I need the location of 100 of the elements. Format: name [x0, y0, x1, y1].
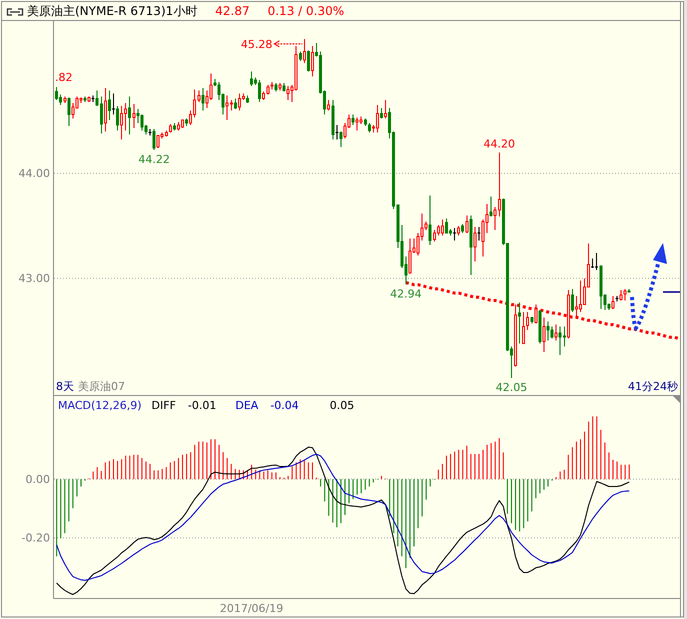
- candlestick: [302, 38, 306, 64]
- text: 0.13 / 0.30%: [268, 4, 344, 18]
- x-tick-label: 2017/06/19: [220, 602, 284, 615]
- candlestick: [380, 108, 384, 120]
- candlestick: [364, 118, 367, 127]
- candlestick: [594, 252, 599, 270]
- candlestick: [120, 106, 124, 140]
- candlestick: [334, 124, 339, 140]
- candlestick: [620, 289, 623, 301]
- candlestick: [286, 86, 290, 100]
- candlestick: [132, 103, 136, 129]
- annotation: -0.04: [270, 399, 299, 412]
- chart-title: MACD(12,26,9): [58, 399, 142, 412]
- candlestick: [530, 316, 534, 324]
- candlestick: [238, 92, 241, 111]
- candlestick: [570, 288, 574, 313]
- candlestick: [352, 114, 355, 126]
- candlestick: [476, 226, 481, 242]
- candlestick: [522, 312, 526, 344]
- y-tick-label: -0.20: [22, 532, 50, 545]
- candlestick: [310, 46, 314, 78]
- candlestick: [201, 88, 204, 111]
- candlestick: [376, 104, 379, 133]
- candlestick: [282, 82, 286, 92]
- candlestick: [526, 312, 530, 330]
- annotation: 0.05: [330, 399, 354, 412]
- candlestick: [534, 304, 538, 324]
- candlestick: [128, 96, 132, 135]
- candlestick: [368, 122, 371, 133]
- text: DEA: [235, 399, 259, 412]
- candlestick: [440, 219, 444, 236]
- candlestick: [542, 316, 546, 352]
- candlestick: [258, 79, 262, 102]
- candlestick: [176, 121, 180, 131]
- candlestick: [172, 122, 176, 131]
- candlestick: [164, 130, 168, 138]
- candlestick: [84, 96, 87, 102]
- annotation: 45.28: [240, 38, 272, 51]
- candlestick: [356, 117, 359, 131]
- y-tick-label: 0.00: [26, 473, 50, 486]
- candlestick: [339, 130, 342, 148]
- candlestick: [461, 223, 464, 234]
- candlestick: [306, 50, 310, 72]
- candlestick: [104, 88, 107, 132]
- candlestick: [452, 227, 457, 242]
- candlestick: [226, 95, 229, 120]
- candlestick: [408, 238, 412, 274]
- candlestick: [274, 82, 278, 92]
- annotation: 美原油07: [78, 380, 125, 393]
- candlestick: [473, 226, 476, 262]
- candlestick: [298, 50, 302, 62]
- candlestick: [490, 196, 493, 217]
- y-tick-label: 44.00: [18, 167, 50, 180]
- annotation: 44.22: [138, 153, 170, 166]
- annotation: 44.20: [484, 137, 516, 150]
- annotation: 41分24秒: [628, 380, 678, 393]
- candlestick: [628, 288, 631, 293]
- candlestick: [168, 123, 172, 133]
- candlestick: [156, 135, 160, 149]
- y-tick-label: 43.00: [18, 272, 50, 286]
- annotation: 42.05: [496, 381, 528, 394]
- candlestick: [63, 96, 66, 104]
- candlestick: [185, 118, 188, 127]
- candlestick: [246, 95, 249, 104]
- candlestick: [152, 128, 156, 151]
- candlestick: [111, 92, 116, 115]
- candlestick: [250, 70, 254, 87]
- candlestick: [615, 296, 620, 302]
- candlestick: [148, 128, 152, 136]
- candlestick: [546, 320, 550, 341]
- candlestick: [181, 119, 184, 129]
- candlestick: [327, 99, 330, 111]
- annotation: 42.94: [390, 288, 422, 301]
- annotation: -0.01: [188, 399, 216, 412]
- annotation: .82: [55, 71, 72, 84]
- candlestick: [278, 82, 282, 91]
- candlestick: [554, 324, 558, 341]
- candlestick: [558, 326, 562, 356]
- candlestick: [538, 309, 542, 344]
- candlestick: [108, 90, 111, 120]
- candlestick: [518, 302, 522, 344]
- candlestick: [599, 265, 602, 310]
- candlestick: [88, 96, 91, 102]
- candlestick: [384, 99, 388, 120]
- candlestick: [67, 97, 70, 127]
- candlestick: [469, 214, 472, 276]
- candlestick: [465, 214, 468, 234]
- candlestick: [331, 99, 334, 140]
- annotation: 8天: [56, 380, 74, 393]
- candlestick: [457, 225, 460, 236]
- text: DIFF: [152, 399, 176, 412]
- candlestick: [611, 296, 614, 310]
- candlestick: [444, 218, 448, 234]
- candlestick: [91, 95, 96, 102]
- text: 42.87: [215, 4, 250, 18]
- chart-title: 美原油主(NYME-R 6713)1小时: [27, 4, 198, 18]
- candlestick: [116, 106, 120, 131]
- candlestick: [234, 98, 237, 110]
- candlestick: [270, 81, 274, 90]
- candlestick: [624, 288, 627, 301]
